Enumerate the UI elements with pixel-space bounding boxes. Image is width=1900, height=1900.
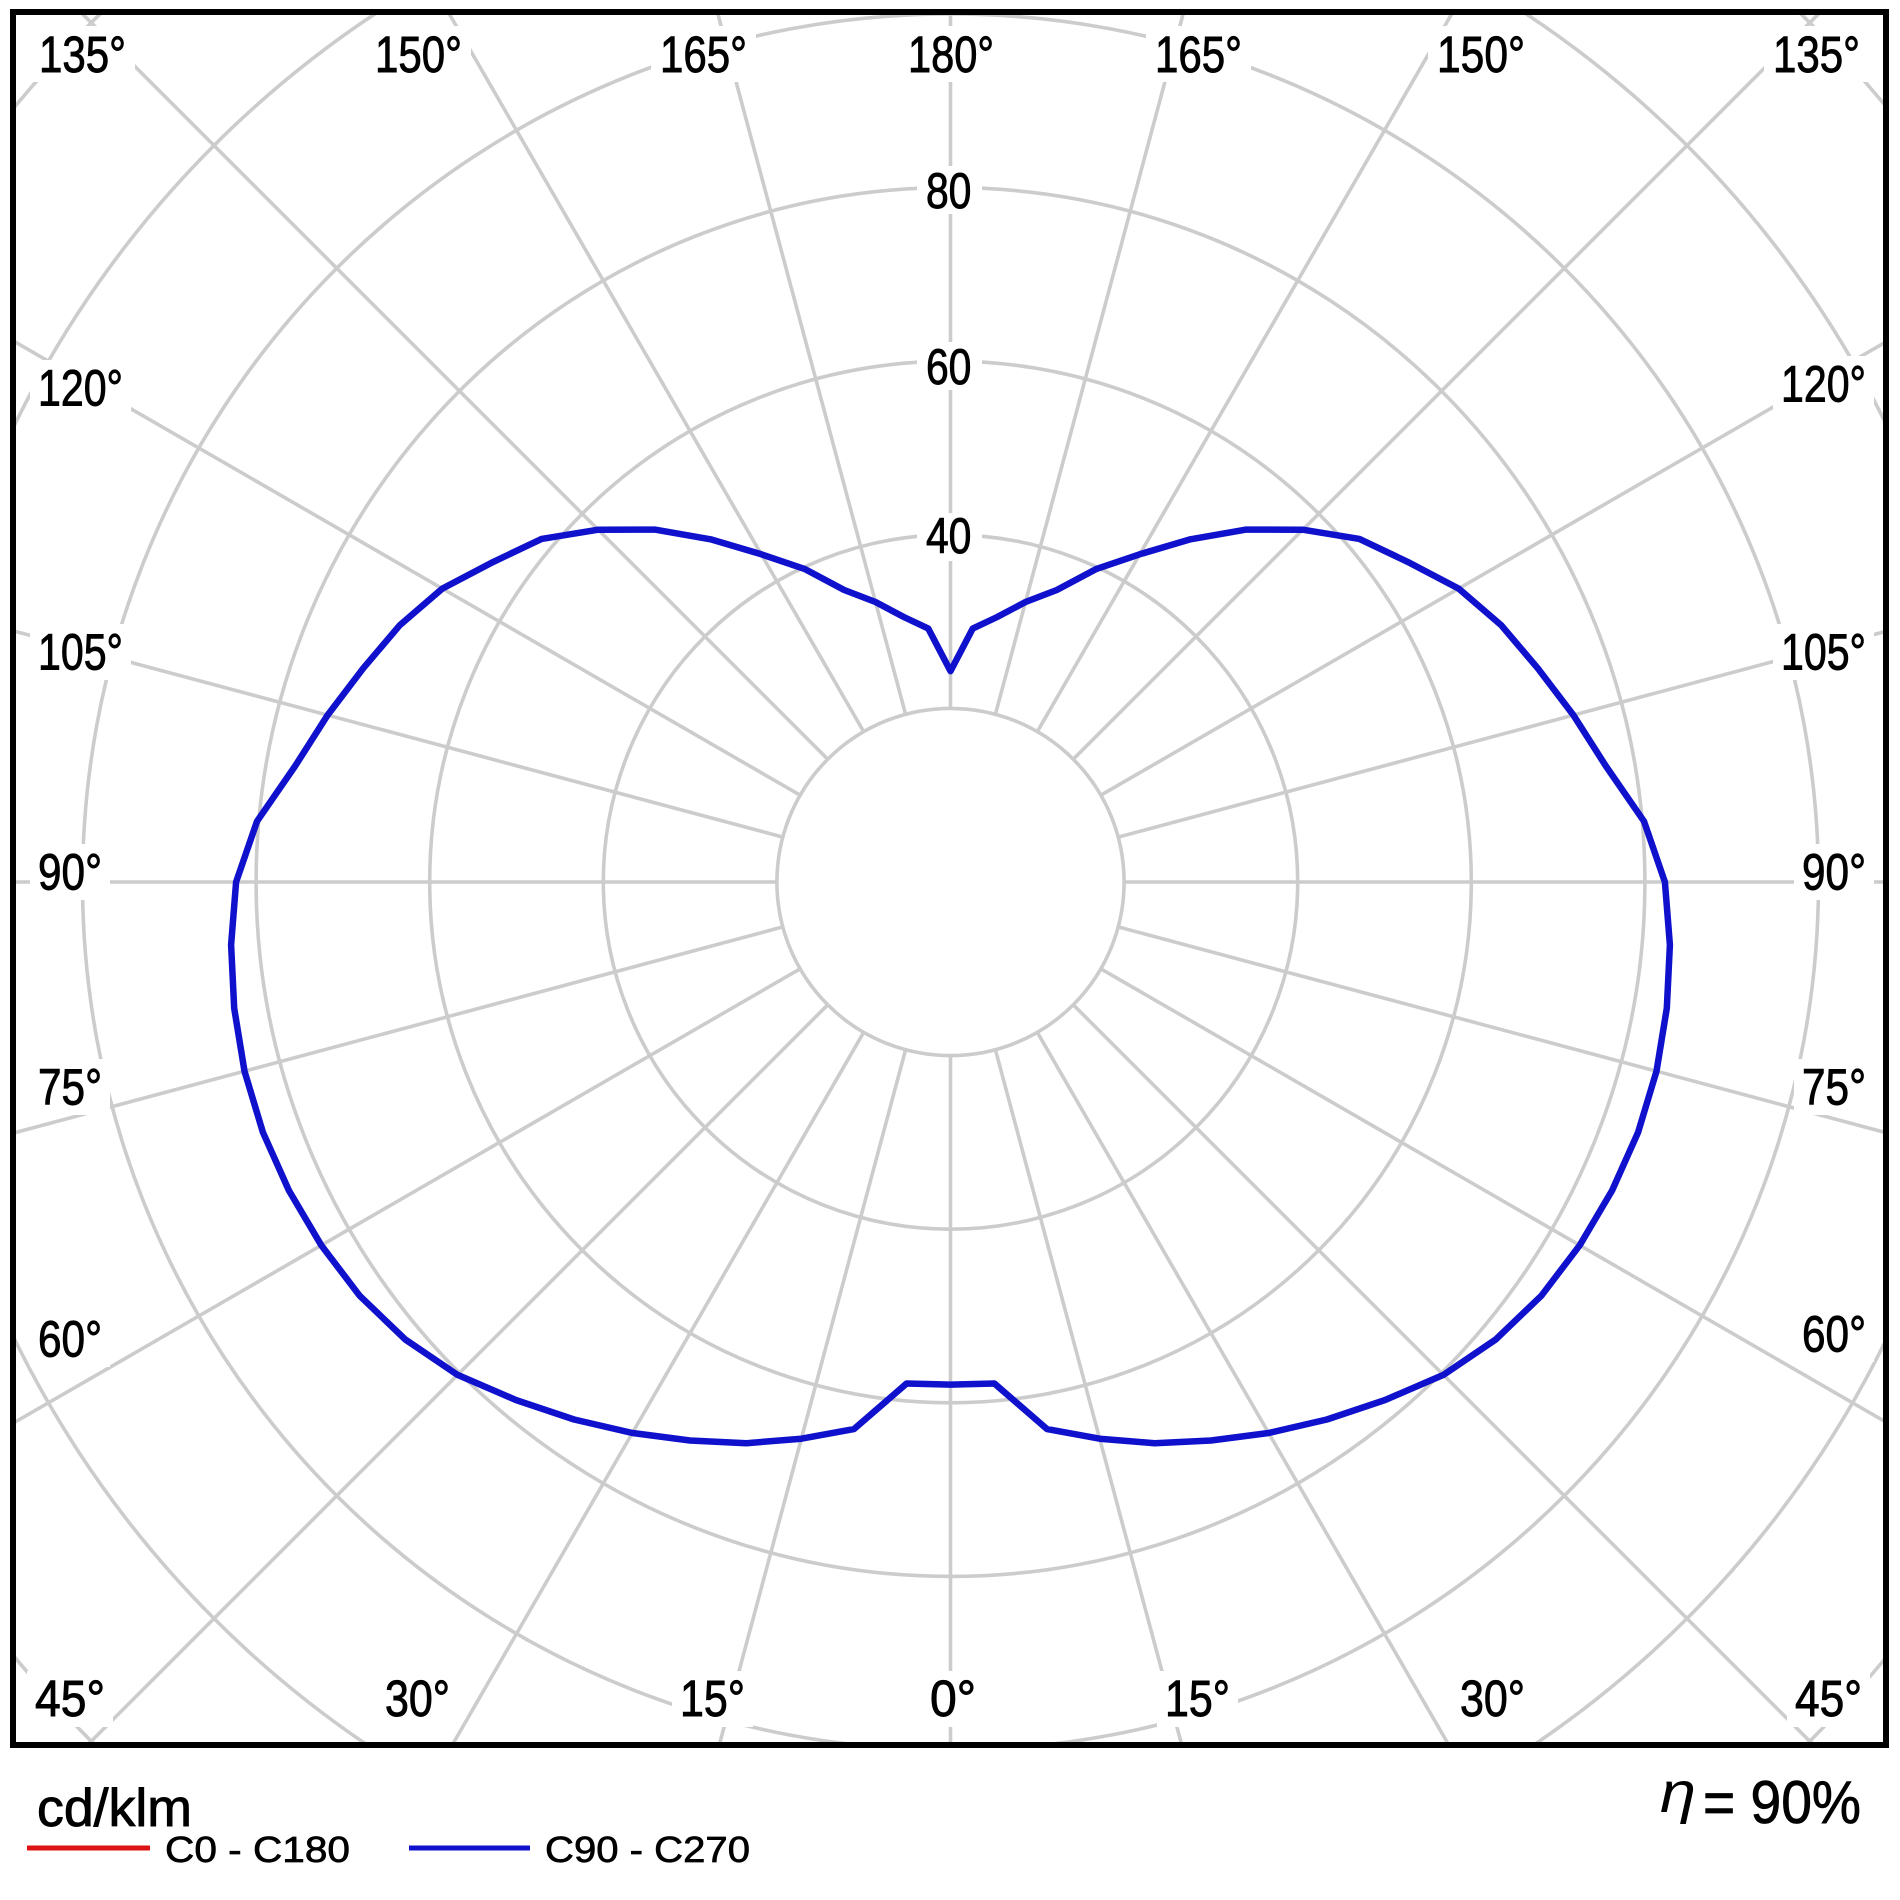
- svg-text:165°: 165°: [660, 26, 747, 83]
- svg-text:= 90%: = 90%: [1703, 1769, 1861, 1836]
- svg-text:75°: 75°: [38, 1059, 102, 1116]
- svg-text:30°: 30°: [1460, 1670, 1525, 1727]
- svg-text:180°: 180°: [908, 26, 994, 83]
- svg-text:15°: 15°: [1165, 1670, 1230, 1727]
- svg-text:75°: 75°: [1802, 1059, 1866, 1116]
- svg-text:η: η: [1660, 1760, 1696, 1825]
- svg-text:45°: 45°: [35, 1670, 105, 1727]
- svg-text:60°: 60°: [38, 1311, 102, 1368]
- svg-text:150°: 150°: [1437, 26, 1525, 83]
- svg-text:150°: 150°: [375, 26, 462, 83]
- svg-text:30°: 30°: [385, 1670, 450, 1727]
- svg-text:C90 - C270: C90 - C270: [545, 1829, 750, 1870]
- svg-text:90°: 90°: [38, 844, 102, 901]
- svg-text:165°: 165°: [1155, 26, 1242, 83]
- svg-text:80: 80: [926, 163, 972, 219]
- svg-text:135°: 135°: [39, 26, 126, 83]
- svg-text:60: 60: [926, 339, 972, 395]
- svg-text:45°: 45°: [1795, 1670, 1862, 1727]
- svg-text:C0 - C180: C0 - C180: [165, 1829, 350, 1870]
- svg-text:135°: 135°: [1773, 26, 1860, 83]
- svg-text:105°: 105°: [38, 624, 123, 681]
- svg-text:40: 40: [926, 508, 972, 564]
- svg-text:0°: 0°: [930, 1670, 976, 1727]
- svg-text:90°: 90°: [1802, 844, 1866, 901]
- svg-text:120°: 120°: [38, 360, 123, 417]
- svg-text:cd/klm: cd/klm: [37, 1779, 192, 1838]
- svg-text:105°: 105°: [1781, 624, 1866, 681]
- svg-text:60°: 60°: [1802, 1306, 1866, 1363]
- svg-text:120°: 120°: [1781, 356, 1866, 413]
- svg-text:15°: 15°: [680, 1670, 745, 1727]
